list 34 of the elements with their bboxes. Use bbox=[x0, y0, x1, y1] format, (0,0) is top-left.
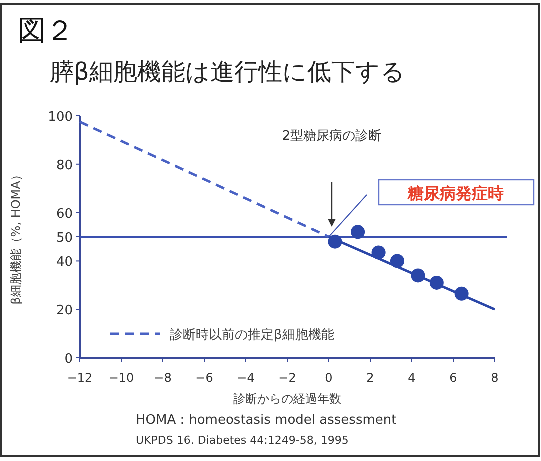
point bbox=[351, 225, 366, 240]
x-tick-label: −2 bbox=[278, 371, 296, 385]
y-tick-label: 50 bbox=[56, 231, 73, 246]
y-tick-label: 60 bbox=[56, 206, 73, 222]
y-tick-label: 80 bbox=[56, 158, 73, 174]
text: UKPDS 16. Diabetes 44:1249-58, 1995 bbox=[136, 434, 349, 447]
x-tick-label: −12 bbox=[67, 371, 93, 385]
annotation: 2型糖尿病の診断 bbox=[282, 129, 382, 144]
y-tick-label: 40 bbox=[56, 255, 73, 270]
chart-title: 図２ bbox=[18, 14, 74, 47]
x-tick-label: −4 bbox=[237, 371, 255, 385]
y-tick-label: 20 bbox=[56, 304, 73, 319]
point bbox=[454, 286, 469, 301]
point bbox=[430, 276, 444, 290]
x-tick-label: −6 bbox=[196, 371, 214, 385]
x-tick-label: 4 bbox=[408, 371, 416, 385]
y-axis-title: β細胞機能（%, HOMA） bbox=[9, 169, 23, 305]
chart-subtitle: 膵β細胞機能は進行性に低下する bbox=[50, 58, 406, 86]
text: HOMA：homeostasis model assessment bbox=[136, 413, 397, 428]
legend-label: 診断時以前の推定β細胞機能 bbox=[170, 328, 334, 343]
x-tick-label: −8 bbox=[154, 371, 172, 385]
x-tick-label: −10 bbox=[108, 371, 134, 385]
x-tick-label: 6 bbox=[450, 371, 458, 385]
x-tick-label: 2 bbox=[366, 371, 374, 385]
y-tick-label: 100 bbox=[48, 110, 73, 125]
annotation: 糖尿病発症時 bbox=[407, 184, 504, 203]
point bbox=[390, 254, 404, 268]
x-tick-label: 0 bbox=[325, 371, 333, 385]
x-axis-title: 診断からの経過年数 bbox=[234, 392, 342, 406]
x-tick-label: 8 bbox=[491, 371, 499, 385]
point bbox=[328, 234, 342, 249]
point bbox=[411, 268, 426, 283]
y-tick-label: 0 bbox=[64, 352, 73, 367]
point bbox=[372, 246, 386, 260]
